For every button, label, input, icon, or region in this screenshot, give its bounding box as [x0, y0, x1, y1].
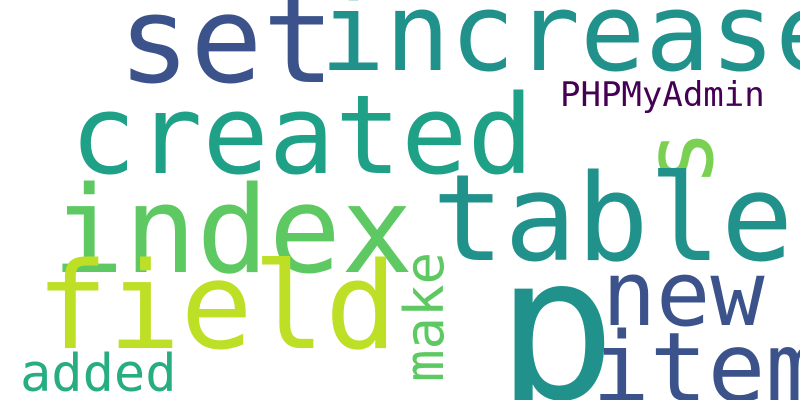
word-make: make — [398, 252, 452, 382]
word-phpmyadmin: PHPMyAdmin — [560, 78, 765, 112]
word-added: added — [20, 348, 177, 400]
word-item: item — [592, 320, 800, 400]
